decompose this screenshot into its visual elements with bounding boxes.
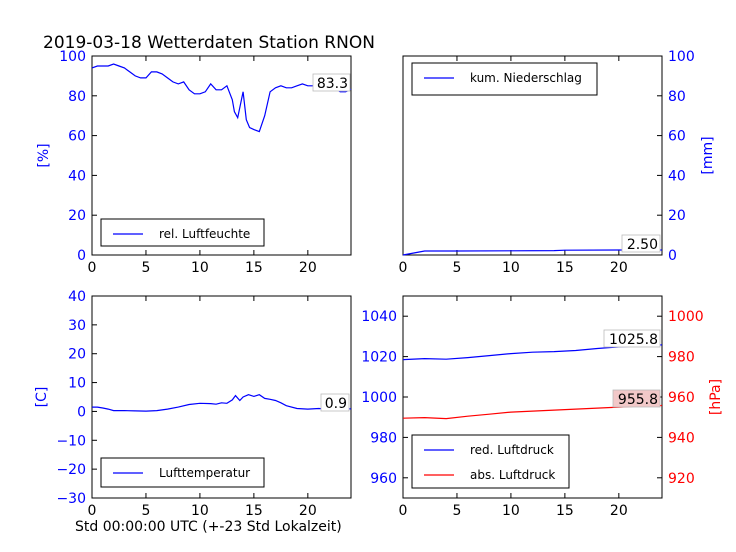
temperature-line xyxy=(92,394,352,412)
y-tick-label: 980 xyxy=(668,350,695,366)
x-tick-label: 10 xyxy=(502,260,520,276)
y-tick-label: 40 xyxy=(68,289,86,305)
x-tick-label: 10 xyxy=(191,503,209,519)
y-tick-label: 80 xyxy=(68,89,86,105)
temperature-last-value: 0.9 xyxy=(325,396,347,412)
temperature-y-label: [C] xyxy=(34,387,50,408)
y-tick-label: 40 xyxy=(668,168,686,184)
x-tick-label: 20 xyxy=(299,503,317,519)
y-tick-label: 100 xyxy=(59,49,86,65)
red-pressure-last-value: 1025.8 xyxy=(609,332,658,348)
y-tick-label: 960 xyxy=(668,390,695,406)
y-tick-label: 0 xyxy=(668,248,677,264)
x-tick-label: 15 xyxy=(245,503,263,519)
legend-label: abs. Luftdruck xyxy=(470,468,555,482)
y-tick-label: 100 xyxy=(668,49,695,65)
y-tick-label: 30 xyxy=(68,318,86,334)
y-tick-label: 1020 xyxy=(361,350,397,366)
legend-box xyxy=(411,434,570,489)
y-tick-label: 20 xyxy=(68,347,86,363)
y-tick-label: 10 xyxy=(68,376,86,392)
temperature-last-value-box xyxy=(320,393,350,412)
y-tick-label: 1000 xyxy=(361,390,397,406)
x-tick-label: 5 xyxy=(141,503,150,519)
humidity-line xyxy=(91,63,352,133)
x-tick-label: 15 xyxy=(245,260,263,276)
plot-frame-2 xyxy=(402,55,663,256)
x-tick-label: 20 xyxy=(610,503,628,519)
y-tick-label: 80 xyxy=(668,89,686,105)
x-tick-label: 15 xyxy=(556,503,574,519)
y-tick-label: −10 xyxy=(56,433,86,449)
y-tick-label: 20 xyxy=(668,208,686,224)
x-tick-label: 0 xyxy=(88,260,97,276)
x-tick-label: 0 xyxy=(399,260,408,276)
plot-frame-3 xyxy=(91,295,352,499)
y-tick-label: 20 xyxy=(68,208,86,224)
abs-pressure-last-value-box xyxy=(612,389,661,408)
y-tick-label: 60 xyxy=(668,129,686,145)
legend-box xyxy=(100,218,265,247)
x-axis-label: Std 00:00:00 UTC (+-23 Std Lokalzeit) xyxy=(75,519,342,535)
x-tick-label: 0 xyxy=(399,503,408,519)
humidity-last-value: 83.3 xyxy=(317,76,348,92)
legend-box xyxy=(411,62,598,96)
y-tick-label: 940 xyxy=(668,430,695,446)
x-tick-label: 20 xyxy=(610,260,628,276)
y-tick-label: −20 xyxy=(56,462,86,478)
y-tick-label: 920 xyxy=(668,471,695,487)
x-tick-label: 5 xyxy=(452,503,461,519)
pressure-y-label: [hPa] xyxy=(708,379,724,415)
x-tick-label: 10 xyxy=(191,260,209,276)
precip-line xyxy=(402,249,662,256)
x-tick-label: 20 xyxy=(299,260,317,276)
plot-frame-1 xyxy=(91,55,352,256)
x-tick-label: 10 xyxy=(502,503,520,519)
y-tick-label: 960 xyxy=(370,471,397,487)
y-tick-label: 980 xyxy=(370,430,397,446)
x-tick-label: 0 xyxy=(88,503,97,519)
precip-y-label: [mm] xyxy=(700,136,716,174)
legend-label: Lufttemperatur xyxy=(159,466,250,480)
precip-last-value: 2.50 xyxy=(627,237,658,253)
y-tick-label: 1040 xyxy=(361,309,397,325)
abs-pressure-last-value: 955.8 xyxy=(618,392,658,408)
x-tick-label: 15 xyxy=(556,260,574,276)
legend-label: rel. Luftfeuchte xyxy=(159,227,250,241)
humidity-last-value-box xyxy=(312,73,351,92)
x-tick-label: 5 xyxy=(452,260,461,276)
y-tick-label: 0 xyxy=(77,404,86,420)
y-tick-label: 1000 xyxy=(668,309,704,325)
y-tick-label: 60 xyxy=(68,129,86,145)
precip-last-value-box xyxy=(621,234,661,253)
y-tick-label: −30 xyxy=(56,491,86,507)
red-pressure-last-value-box xyxy=(603,329,661,348)
figure-title: 2019-03-18 Wetterdaten Station RNON xyxy=(43,33,375,53)
legend-label: kum. Niederschlag xyxy=(470,71,582,85)
y-tick-label: 40 xyxy=(68,168,86,184)
legend-label: red. Luftdruck xyxy=(470,443,554,457)
y-tick-label: 0 xyxy=(77,248,86,264)
humidity-y-label: [%] xyxy=(36,143,52,167)
x-tick-label: 5 xyxy=(141,260,150,276)
